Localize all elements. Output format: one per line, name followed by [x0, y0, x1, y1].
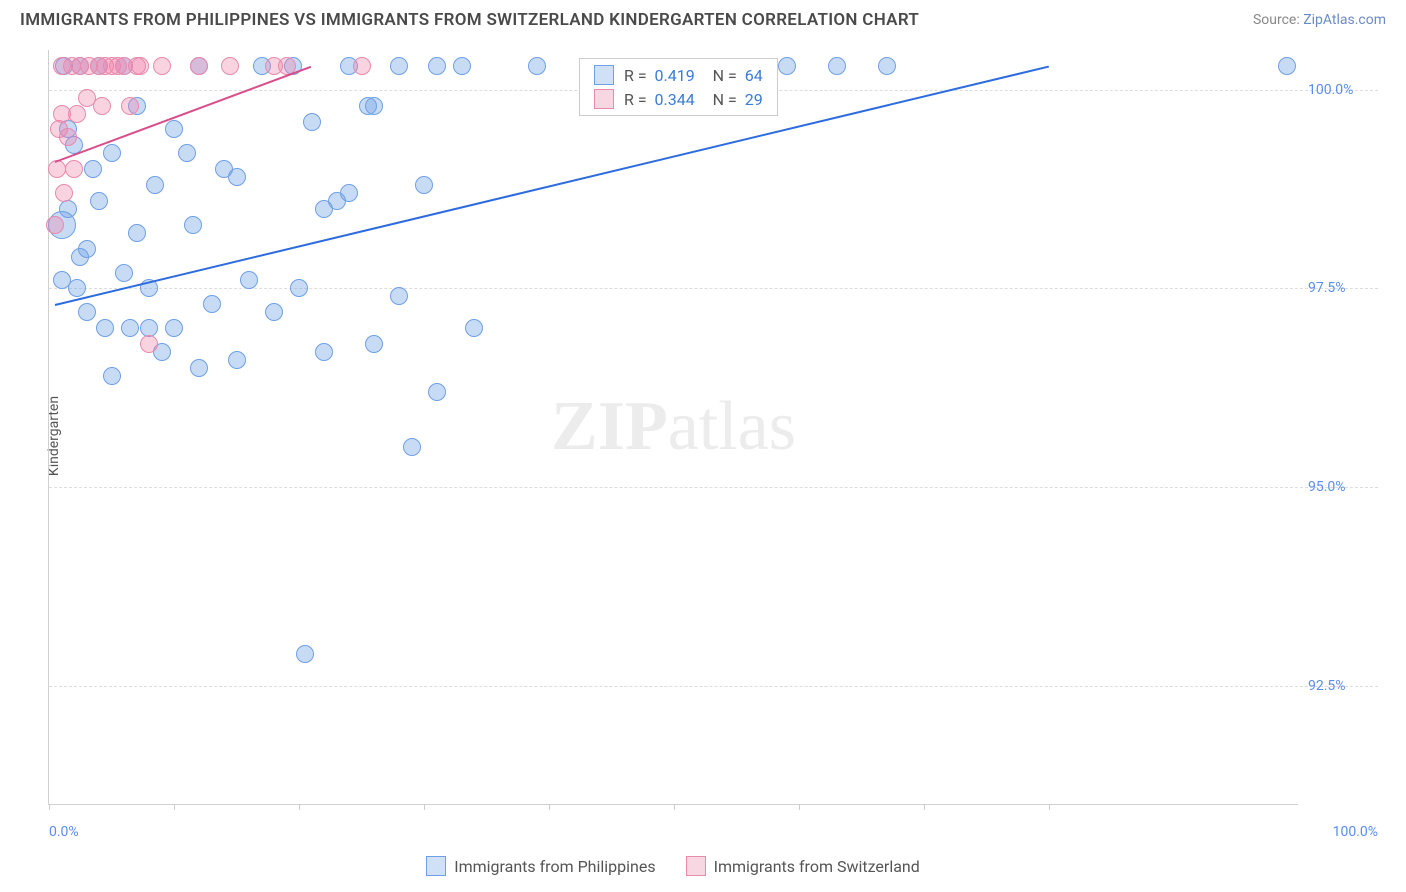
data-point — [465, 319, 483, 337]
data-point — [65, 160, 83, 178]
data-point — [403, 438, 421, 456]
x-tick-mark — [1049, 804, 1050, 810]
data-point — [55, 184, 73, 202]
data-point — [453, 57, 471, 75]
watermark: ZIPatlas — [551, 387, 796, 467]
data-point — [303, 113, 321, 131]
data-point — [121, 97, 139, 115]
page-title: IMMIGRANTS FROM PHILIPPINES VS IMMIGRANT… — [20, 10, 919, 30]
swatch-icon — [594, 65, 614, 85]
data-point — [190, 57, 208, 75]
data-point — [96, 319, 114, 337]
data-point — [265, 303, 283, 321]
data-point — [365, 97, 383, 115]
stats-legend: R = 0.419 N = 64 R = 0.344 N = 29 — [579, 58, 778, 116]
data-point — [90, 192, 108, 210]
data-point — [353, 57, 371, 75]
data-point — [128, 224, 146, 242]
data-point — [68, 279, 86, 297]
y-tick-label: 97.5% — [1308, 280, 1378, 296]
chart-container: Kindergarten ZIPatlas 100.0%97.5%95.0%92… — [48, 40, 1386, 832]
data-point — [390, 57, 408, 75]
data-point — [228, 168, 246, 186]
x-tick-mark — [674, 804, 675, 810]
data-point — [131, 57, 149, 75]
data-point — [48, 160, 66, 178]
data-point — [178, 144, 196, 162]
data-point — [84, 160, 102, 178]
data-point — [221, 57, 239, 75]
stats-legend-row: R = 0.419 N = 64 — [594, 65, 763, 85]
data-point — [103, 367, 121, 385]
data-point — [240, 271, 258, 289]
x-min-label: 0.0% — [49, 824, 79, 840]
stat-n-label: N = 29 — [705, 90, 763, 109]
data-point — [203, 295, 221, 313]
data-point — [290, 279, 308, 297]
plot-area: ZIPatlas 100.0%97.5%95.0%92.5%0.0%100.0%… — [48, 50, 1298, 805]
data-point — [390, 287, 408, 305]
data-point — [78, 303, 96, 321]
data-point — [165, 120, 183, 138]
data-point — [59, 200, 77, 218]
data-point — [68, 105, 86, 123]
x-tick-mark — [799, 804, 800, 810]
legend-item-philippines: Immigrants from Philippines — [426, 856, 655, 876]
swatch-icon — [426, 856, 446, 876]
gridline — [49, 686, 1378, 687]
stat-r-label: R = 0.419 — [624, 66, 695, 85]
data-point — [878, 57, 896, 75]
data-point — [296, 645, 314, 663]
data-point — [59, 128, 77, 146]
data-point — [140, 335, 158, 353]
x-tick-mark — [49, 804, 50, 810]
y-tick-label: 92.5% — [1308, 678, 1378, 694]
x-tick-mark — [174, 804, 175, 810]
stat-r-label: R = 0.344 — [624, 90, 695, 109]
data-point — [228, 351, 246, 369]
x-tick-mark — [924, 804, 925, 810]
data-point — [153, 57, 171, 75]
trend-line — [55, 66, 1049, 306]
data-point — [365, 335, 383, 353]
header: IMMIGRANTS FROM PHILIPPINES VS IMMIGRANT… — [0, 0, 1406, 36]
footer-legend: Immigrants from Philippines Immigrants f… — [48, 856, 1298, 876]
data-point — [415, 176, 433, 194]
data-point — [165, 319, 183, 337]
data-point — [428, 383, 446, 401]
data-point — [778, 57, 796, 75]
data-point — [46, 216, 64, 234]
source-attribution: Source: ZipAtlas.com — [1253, 12, 1386, 28]
swatch-icon — [594, 89, 614, 109]
x-max-label: 100.0% — [1333, 824, 1378, 840]
x-tick-mark — [549, 804, 550, 810]
y-tick-label: 95.0% — [1308, 479, 1378, 495]
data-point — [340, 184, 358, 202]
legend-label: Immigrants from Switzerland — [714, 857, 920, 876]
y-tick-label: 100.0% — [1308, 82, 1378, 98]
data-point — [1278, 57, 1296, 75]
source-link[interactable]: ZipAtlas.com — [1303, 12, 1386, 28]
data-point — [428, 57, 446, 75]
x-tick-mark — [299, 804, 300, 810]
data-point — [184, 216, 202, 234]
swatch-icon — [686, 856, 706, 876]
stats-legend-row: R = 0.344 N = 29 — [594, 89, 763, 109]
data-point — [315, 343, 333, 361]
data-point — [93, 97, 111, 115]
data-point — [528, 57, 546, 75]
x-tick-mark — [424, 804, 425, 810]
legend-label: Immigrants from Philippines — [454, 857, 655, 876]
data-point — [828, 57, 846, 75]
data-point — [115, 264, 133, 282]
gridline — [49, 487, 1378, 488]
data-point — [78, 240, 96, 258]
data-point — [121, 319, 139, 337]
legend-item-switzerland: Immigrants from Switzerland — [686, 856, 920, 876]
stat-n-label: N = 64 — [705, 66, 763, 85]
source-prefix: Source: — [1253, 12, 1303, 28]
data-point — [146, 176, 164, 194]
data-point — [190, 359, 208, 377]
data-point — [103, 144, 121, 162]
